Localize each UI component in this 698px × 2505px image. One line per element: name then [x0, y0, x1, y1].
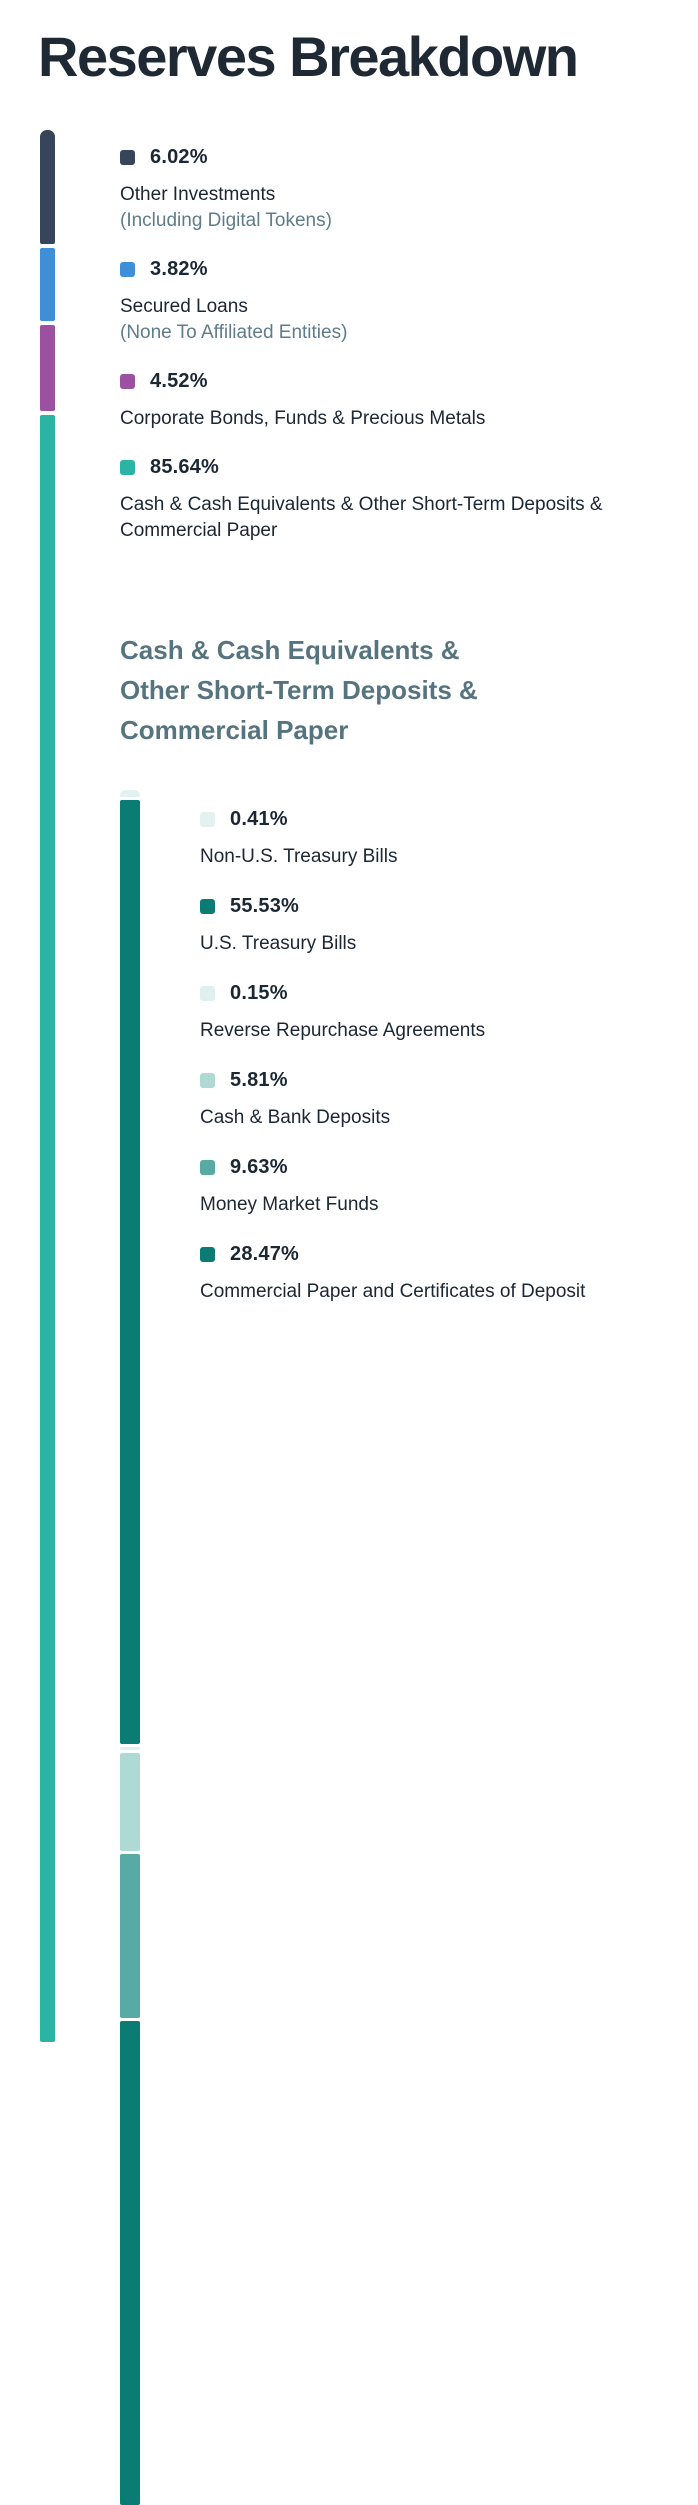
legend-swatch-icon: [200, 985, 215, 1001]
cash-equivalents-legend: 0.41% Non-U.S. Treasury Bills 55.53% U.S…: [200, 808, 600, 1330]
legend-percentage: 0.41%: [230, 807, 288, 830]
legend-swatch-icon: [120, 261, 135, 277]
bar-segment-other-investments: [40, 130, 55, 245]
legend-percentage: 85.64%: [150, 455, 220, 478]
bar-segment-commercial-paper-and-certificates-of-dep: [120, 2020, 140, 2505]
legend-swatch-icon: [200, 1072, 215, 1088]
legend-percentage-row: 6.02%: [120, 146, 615, 168]
bar-segment-non-u-s-treasury-bills: [120, 790, 140, 797]
legend-item-reverse-repurchase-agreements: 0.15% Reverse Repurchase Agreements: [200, 982, 600, 1044]
legend-label: Corporate Bonds, Funds & Precious Metals: [120, 408, 486, 429]
legend-percentage-row: 0.15%: [200, 982, 600, 1004]
legend-label: Money Market Funds: [200, 1194, 379, 1215]
legend-percentage-row: 0.41%: [200, 808, 600, 830]
legend-swatch-icon: [200, 1159, 215, 1175]
legend-percentage-row: 3.82%: [120, 258, 615, 280]
reserves-legend: 6.02% Other Investments (Including Digit…: [120, 146, 615, 568]
legend-percentage-row: 5.81%: [200, 1069, 600, 1091]
legend-percentage: 6.02%: [150, 145, 208, 168]
bar-segment-reverse-repurchase-agreements: [120, 1747, 140, 1750]
legend-swatch-icon: [120, 149, 135, 165]
legend-swatch-icon: [200, 1246, 215, 1262]
legend-label: Secured Loans: [120, 296, 248, 317]
legend-percentage: 55.53%: [230, 894, 300, 917]
bar-segment-secured-loans: [40, 248, 55, 321]
legend-label: Cash & Bank Deposits: [200, 1107, 391, 1128]
legend-percentage: 28.47%: [230, 1242, 300, 1265]
cash-equivalents-stacked-bar: [120, 790, 140, 2505]
legend-swatch-icon: [120, 459, 135, 475]
legend-sublabel: (Including Digital Tokens): [120, 210, 332, 231]
legend-percentage: 3.82%: [150, 257, 208, 280]
legend-percentage-row: 28.47%: [200, 1243, 600, 1265]
legend-item-u-s-treasury-bills: 55.53% U.S. Treasury Bills: [200, 895, 600, 957]
legend-swatch-icon: [200, 898, 215, 914]
legend-percentage-row: 85.64%: [120, 456, 615, 478]
legend-label: Other Investments: [120, 184, 276, 205]
legend-item-corporate-bonds-funds-precious-metals: 4.52% Corporate Bonds, Funds & Precious …: [120, 370, 615, 432]
bar-segment-money-market-funds: [120, 1854, 140, 2018]
bar-segment-u-s-treasury-bills: [120, 800, 140, 1744]
legend-label: Commercial Paper and Certificates of Dep…: [200, 1281, 586, 1302]
legend-label: Cash & Cash Equivalents & Other Short-Te…: [120, 494, 603, 541]
legend-percentage: 9.63%: [230, 1155, 288, 1178]
legend-item-other-investments: 6.02% Other Investments (Including Digit…: [120, 146, 615, 234]
legend-item-cash-bank-deposits: 5.81% Cash & Bank Deposits: [200, 1069, 600, 1131]
legend-item-non-u-s-treasury-bills: 0.41% Non-U.S. Treasury Bills: [200, 808, 600, 870]
legend-swatch-icon: [200, 811, 215, 827]
legend-item-secured-loans: 3.82% Secured Loans (None To Affiliated …: [120, 258, 615, 346]
legend-percentage-row: 9.63%: [200, 1156, 600, 1178]
reserves-stacked-bar: [40, 130, 55, 2043]
reserves-breakdown-page: Reserves Breakdown 6.02% Other Investmen…: [38, 25, 615, 2505]
legend-swatch-icon: [120, 373, 135, 389]
legend-percentage: 0.15%: [230, 981, 288, 1004]
bar-segment-cash-bank-deposits: [120, 1752, 140, 1852]
legend-percentage: 4.52%: [150, 369, 208, 392]
legend-label: Reverse Repurchase Agreements: [200, 1020, 486, 1041]
legend-item-cash-cash-equivalents-other-short-term-d: 85.64% Cash & Cash Equivalents & Other S…: [120, 456, 615, 544]
legend-label: Non-U.S. Treasury Bills: [200, 846, 398, 867]
cash-equivalents-heading: Cash & Cash Equivalents & Other Short-Te…: [120, 635, 478, 745]
legend-percentage-row: 55.53%: [200, 895, 600, 917]
legend-percentage-row: 4.52%: [120, 370, 615, 392]
legend-item-commercial-paper-and-certificates-of-dep: 28.47% Commercial Paper and Certificates…: [200, 1243, 600, 1305]
legend-percentage: 5.81%: [230, 1068, 288, 1091]
legend-sublabel: (None To Affiliated Entities): [120, 322, 348, 343]
legend-item-money-market-funds: 9.63% Money Market Funds: [200, 1156, 600, 1218]
page-title: Reserves Breakdown: [38, 25, 579, 88]
legend-label: U.S. Treasury Bills: [200, 933, 357, 954]
bar-segment-cash-cash-equivalents-other-short-term-d: [40, 414, 55, 2043]
bar-segment-corporate-bonds-funds-precious-metals: [40, 324, 55, 411]
